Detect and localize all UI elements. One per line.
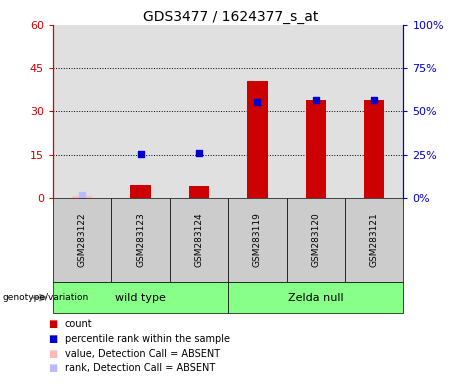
Text: Zelda null: Zelda null	[288, 293, 343, 303]
Text: GSM283121: GSM283121	[370, 213, 378, 267]
Text: GDS3477 / 1624377_s_at: GDS3477 / 1624377_s_at	[143, 10, 318, 23]
Point	[78, 192, 86, 198]
Text: rank, Detection Call = ABSENT: rank, Detection Call = ABSENT	[65, 363, 215, 373]
Text: GSM283124: GSM283124	[195, 213, 203, 267]
Text: ■: ■	[48, 349, 58, 359]
Text: count: count	[65, 319, 92, 329]
Text: ■: ■	[48, 363, 58, 373]
Text: GSM283120: GSM283120	[311, 213, 320, 267]
Text: wild type: wild type	[115, 293, 166, 303]
Text: genotype/variation: genotype/variation	[2, 293, 89, 302]
Point	[312, 97, 319, 103]
Text: ■: ■	[48, 334, 58, 344]
Text: GSM283119: GSM283119	[253, 213, 262, 267]
Point	[254, 99, 261, 105]
Text: percentile rank within the sample: percentile rank within the sample	[65, 334, 230, 344]
Bar	[306, 100, 326, 198]
Bar	[130, 185, 151, 198]
Text: GSM283122: GSM283122	[78, 213, 87, 267]
Bar	[189, 186, 209, 198]
Point	[195, 150, 203, 156]
Bar	[72, 196, 92, 198]
Text: ■: ■	[48, 319, 58, 329]
Point	[371, 97, 378, 103]
Text: GSM283123: GSM283123	[136, 213, 145, 267]
Text: value, Detection Call = ABSENT: value, Detection Call = ABSENT	[65, 349, 219, 359]
Bar	[364, 100, 384, 198]
Bar	[247, 81, 267, 198]
Point	[137, 151, 144, 157]
